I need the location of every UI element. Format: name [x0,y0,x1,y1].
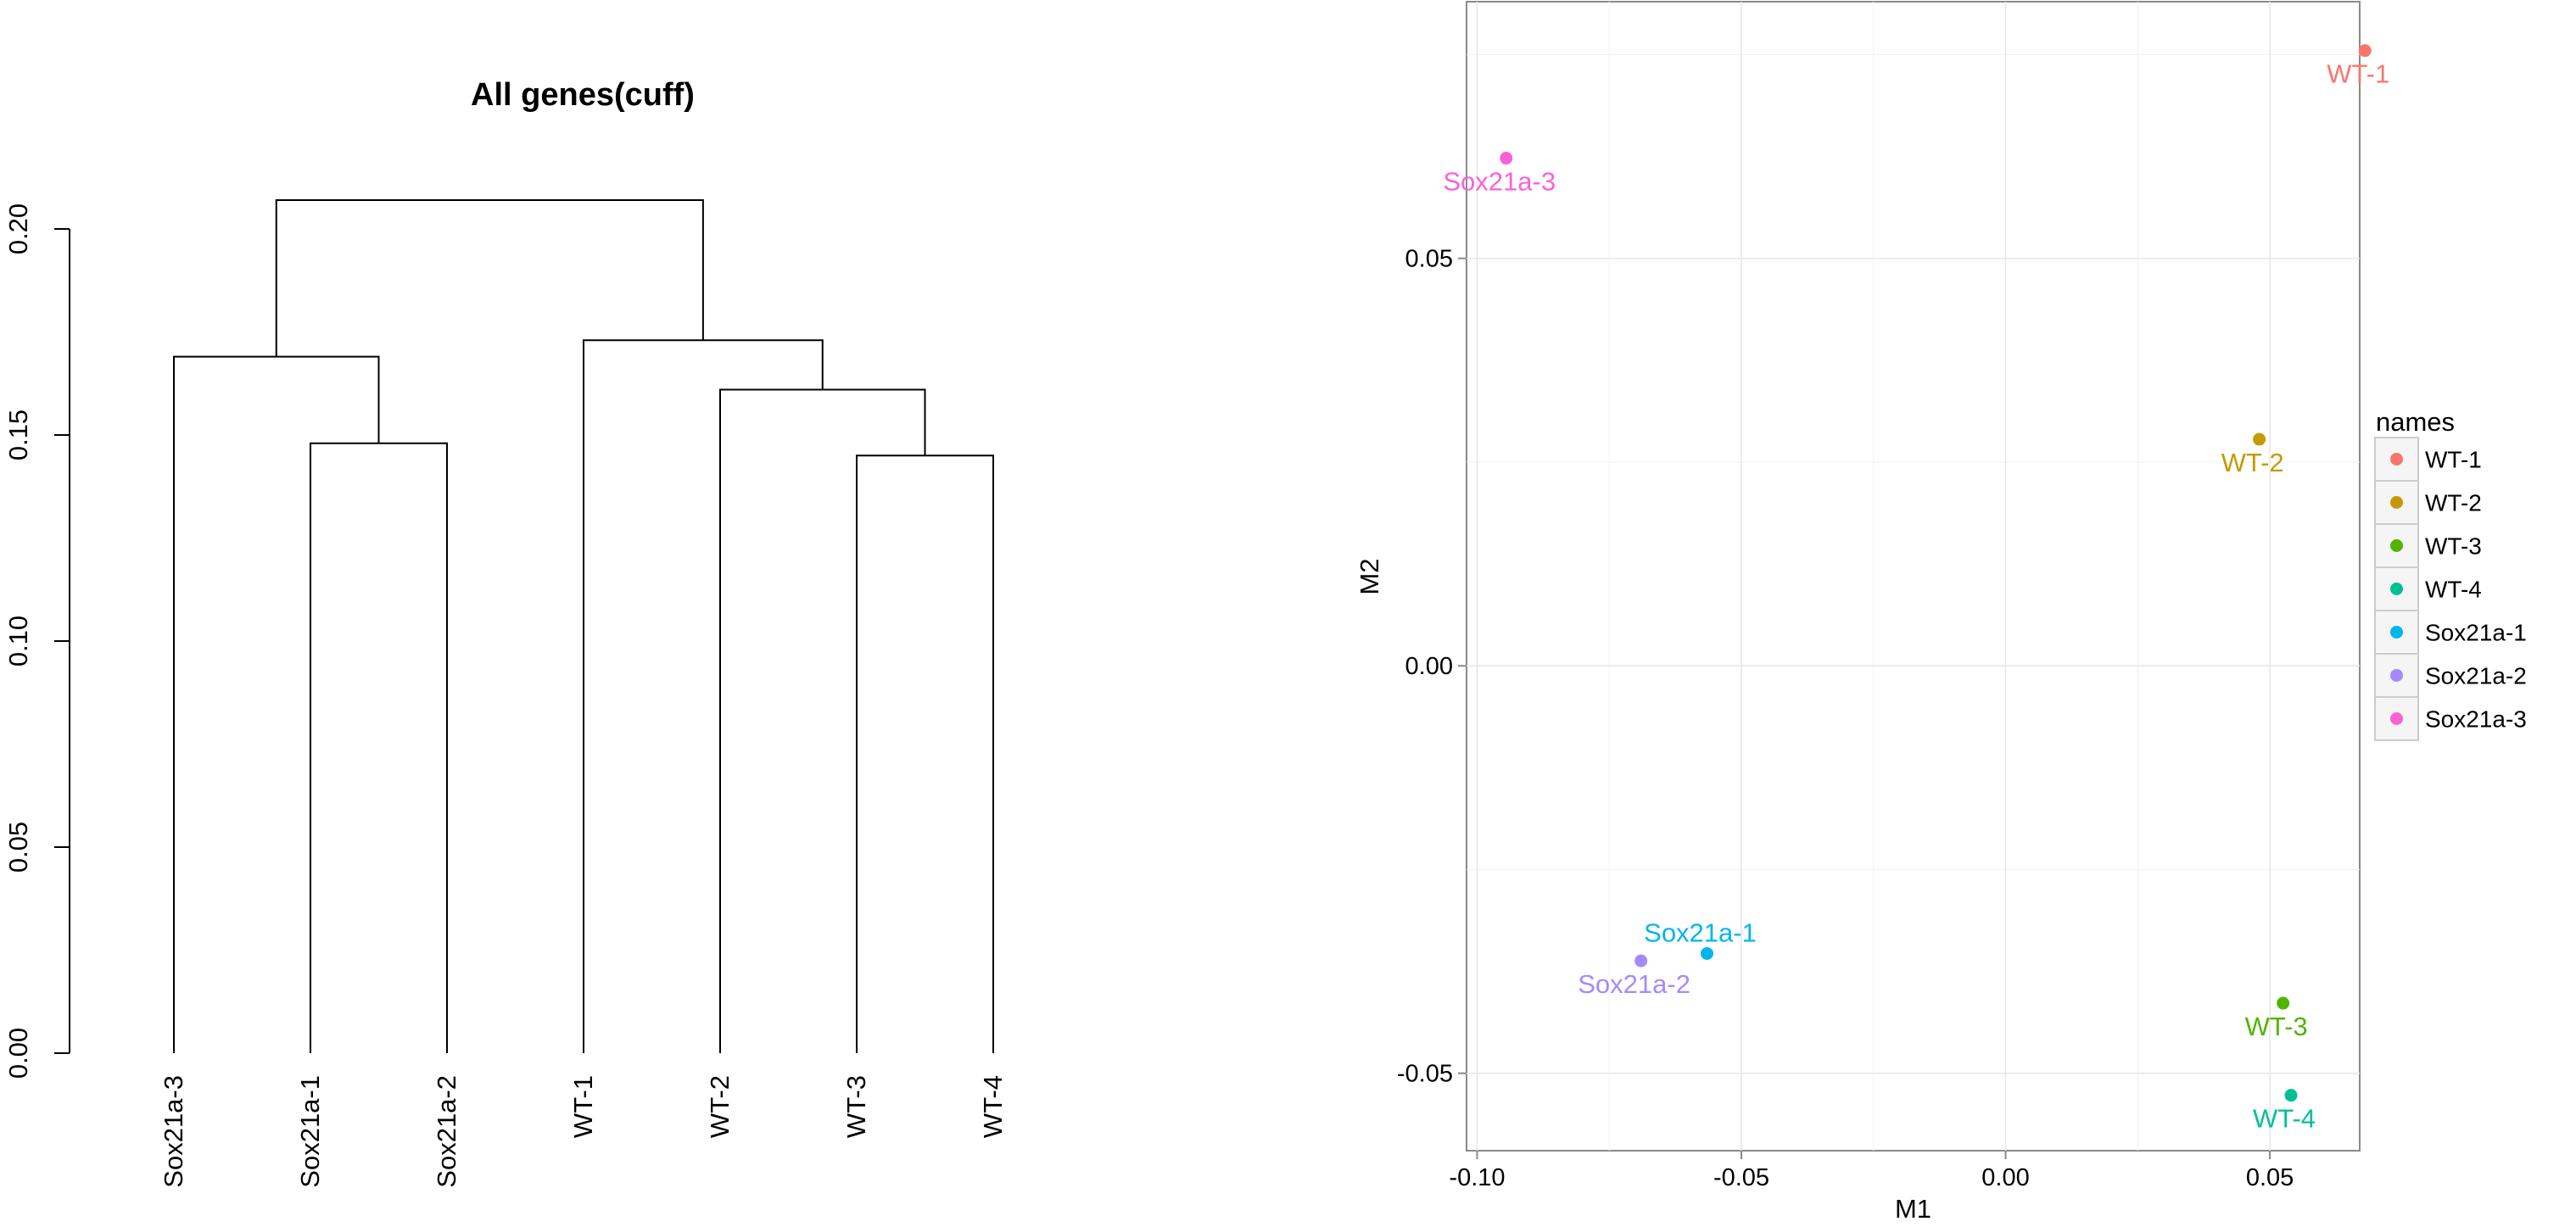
dendrogram-link [856,455,994,1053]
point-label: WT-2 [2221,448,2284,477]
legend: names WT-1 WT-2 WT-3 WT-4 Sox21a-1 Sox21a-2 Sox… [2374,407,2527,741]
y-tick-label: 0.05 [1405,246,1453,273]
dendrogram-link [583,339,824,1053]
x-tick-label: -0.10 [1449,1164,1505,1191]
data-point [2358,44,2372,58]
leaf-label: WT-2 [705,1075,735,1138]
point-label: Sox21a-1 [1644,917,1757,947]
legend-entry: Sox21a-1 [2425,620,2527,646]
y-tick-label: 0.10 [3,616,33,666]
legend-marker [2390,539,2403,552]
y-tick-label: 0.15 [3,410,33,460]
x-tick-label: -0.05 [1713,1164,1769,1191]
x-tick-label: 0.05 [2246,1164,2294,1191]
legend-entry: WT-1 [2425,447,2482,473]
legend-marker [2390,453,2403,466]
legend-entry: WT-2 [2425,490,2482,516]
plot-panel-border [1466,1,2361,1152]
point-label: WT-3 [2245,1012,2308,1041]
y-tick-label: 0.00 [3,1028,33,1079]
y-tick-label: 0.05 [3,822,33,873]
point-label: WT-4 [2253,1104,2316,1134]
y-tick-label: 0.00 [1405,653,1453,680]
point-label: WT-1 [2327,59,2389,89]
legend-entry: Sox21a-3 [2425,706,2527,733]
x-tick-label: 0.00 [1981,1164,2029,1191]
leaf-label: Sox21a-1 [295,1075,325,1188]
dendrogram-y-axis: 0.00 0.05 0.10 0.15 0.20 [3,204,70,1079]
leaf-label: Sox21a-2 [432,1075,461,1188]
legend-entry: Sox21a-2 [2425,663,2527,689]
leaf-label: WT-1 [568,1075,598,1138]
scatter-panel: -0.10 -0.05 0.00 0.05 -0.05 0.00 0.05 WT-1 WT-2… [1355,1,2527,1224]
dendrogram-title: All genes(cuff) [471,77,695,113]
point-label: Sox21a-3 [1443,167,1556,197]
data-point [1701,946,1713,960]
plot-points: WT-1 WT-2 WT-3 WT-4 Sox21a-1 Sox21a-2 Sox21a-3 [1443,44,2389,1134]
data-point [2253,432,2266,446]
point-label: Sox21a-2 [1578,969,1690,999]
dendrogram-link [719,388,926,1053]
dendrogram-link [275,198,704,357]
legend-title: names [2376,407,2455,437]
y-axis-label: M2 [1355,558,1384,594]
data-point [1634,954,1648,968]
plot-axes: -0.10 -0.05 0.00 0.05 -0.05 0.00 0.05 [1397,246,2294,1191]
data-point [1500,152,1513,165]
y-tick-label: -0.05 [1397,1061,1453,1088]
dendrogram-links [173,198,994,1053]
data-point [2277,996,2290,1010]
dendrogram-link [310,442,448,1053]
x-axis-label: M1 [1895,1194,1931,1224]
legend-marker [2390,496,2403,509]
leaf-label: Sox21a-3 [159,1075,188,1188]
legend-entry: WT-3 [2425,533,2482,560]
plot-grid [1467,2,2360,1151]
dendrogram-leaf-labels: Sox21a-3 Sox21a-1 Sox21a-2 WT-1 WT-2 WT-3 WT-4 [159,1075,1008,1188]
legend-marker [2390,712,2403,725]
leaf-label: WT-4 [978,1075,1008,1138]
dendrogram-link [173,355,380,1053]
dendrogram-panel: All genes(cuff) 0.00 0.05 0.10 0.15 0.20 Sox… [3,77,1008,1188]
legend-marker [2390,669,2403,682]
legend-marker [2390,626,2403,639]
legend-entry: WT-4 [2425,577,2482,603]
leaf-label: WT-3 [841,1075,871,1138]
legend-marker [2390,583,2403,595]
y-tick-label: 0.20 [3,204,33,254]
data-point [2284,1089,2298,1102]
